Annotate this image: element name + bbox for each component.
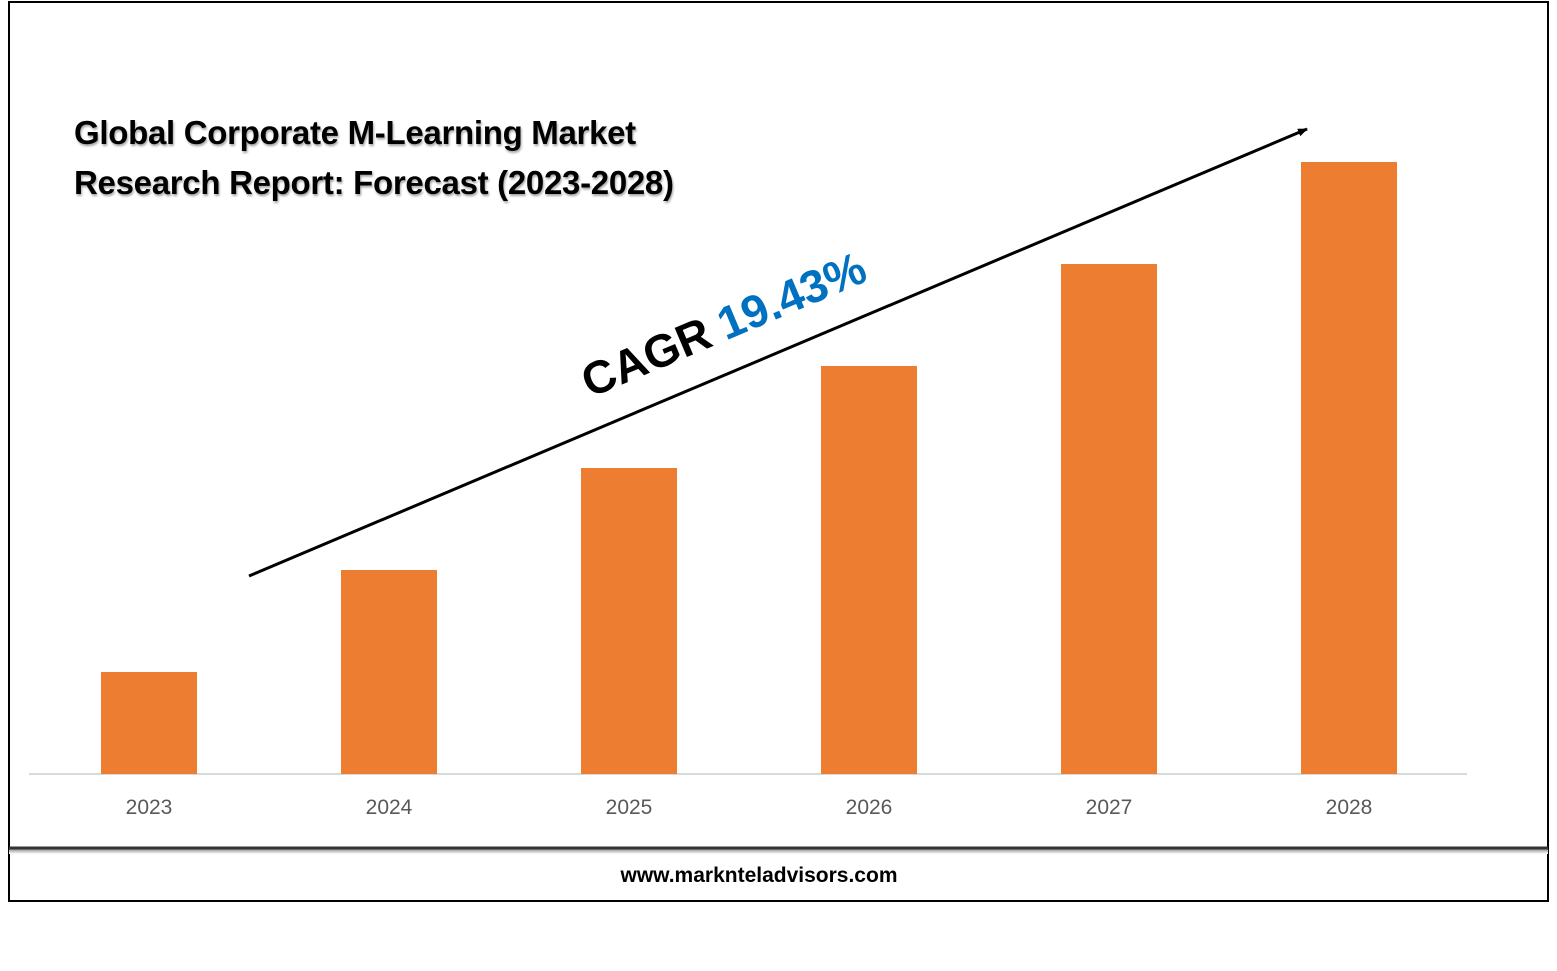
x-tick-label: 2027 <box>1086 796 1133 819</box>
bar <box>1061 264 1157 774</box>
bar <box>821 366 917 774</box>
x-tick-label: 2024 <box>366 796 413 819</box>
bar <box>341 570 437 774</box>
x-tick-label: 2025 <box>606 796 653 819</box>
bar <box>101 672 197 774</box>
footer: www.marknteladvisors.com <box>620 864 898 887</box>
x-tick-label: 2028 <box>1326 796 1373 819</box>
x-tick-label: 2026 <box>846 796 893 819</box>
frame <box>8 1 1549 902</box>
bar <box>581 468 677 774</box>
annotation-value: 19.43% <box>709 241 873 350</box>
trend-arrow <box>248 127 1308 578</box>
chart-title: Global Corporate M-Learning Market Resea… <box>74 114 674 201</box>
x-tick-label: 2023 <box>126 796 173 819</box>
annotation-label: CAGR <box>574 307 719 408</box>
bar <box>1301 162 1397 774</box>
footer-shadow <box>9 847 1548 854</box>
